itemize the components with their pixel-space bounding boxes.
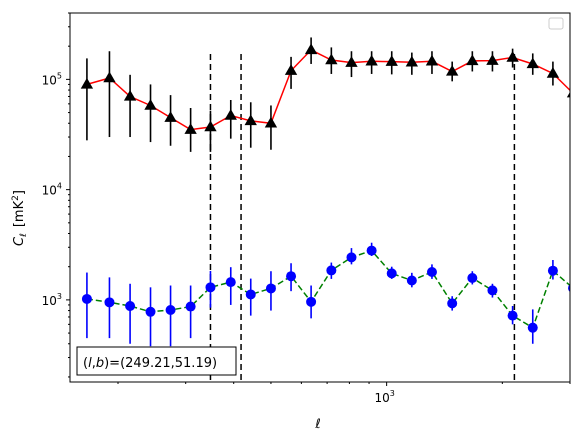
data-point (284, 64, 298, 75)
x-axis-label: ℓ (314, 417, 320, 432)
y-tick-label: 104 (42, 182, 62, 198)
data-point (164, 111, 177, 122)
data-point (487, 285, 498, 296)
data-point (264, 116, 278, 128)
data-point (466, 54, 479, 66)
data-point (527, 322, 538, 333)
data-point (80, 77, 94, 89)
data-point (547, 265, 558, 276)
annotation-text: (l,b)=(249.21,51.19) (83, 356, 217, 371)
data-point (304, 43, 318, 55)
data-point (144, 98, 157, 110)
data-point (326, 265, 337, 276)
data-point (386, 268, 397, 279)
data-point (467, 272, 478, 283)
data-point (224, 109, 237, 120)
data-point (103, 71, 116, 83)
plot-content (80, 37, 570, 382)
y-axis-label: Cℓ[mK2] (11, 190, 29, 246)
data-point (405, 55, 419, 67)
data-point (184, 123, 197, 134)
data-point (506, 50, 519, 62)
data-point (104, 297, 115, 308)
data-point (205, 282, 216, 293)
data-point (145, 306, 156, 317)
data-point (345, 56, 358, 67)
data-point (546, 67, 560, 78)
data-point (244, 114, 257, 126)
data-point (123, 89, 137, 101)
data-point (225, 277, 236, 288)
data-point (286, 271, 297, 282)
plot-frame (69, 12, 571, 383)
data-point (486, 54, 499, 65)
plot-area (80, 37, 570, 382)
series-1 (81, 242, 570, 347)
data-point (245, 289, 256, 300)
data-point (185, 301, 196, 312)
data-point (507, 310, 518, 321)
x-tick-label: 103 (374, 389, 394, 405)
data-point (306, 296, 317, 307)
data-point (265, 283, 276, 294)
data-point (346, 252, 357, 263)
legend-box (548, 17, 564, 30)
data-point (446, 64, 459, 76)
series-0 (80, 37, 570, 152)
data-point (165, 304, 176, 315)
annotation-box: (l,b)=(249.21,51.19) (76, 346, 237, 376)
data-point (365, 54, 378, 66)
data-point (125, 301, 136, 312)
series-line (86, 249, 570, 329)
axes: 103 104 105 103 (42, 12, 571, 405)
data-point (366, 245, 377, 256)
data-point (385, 55, 398, 66)
data-point (406, 275, 417, 286)
data-point (325, 53, 338, 65)
data-point (526, 57, 539, 69)
y-tick-label: 103 (42, 292, 62, 308)
data-point (447, 298, 458, 309)
data-point (426, 267, 437, 278)
y-tick-label: 105 (42, 71, 62, 87)
data-point (425, 54, 439, 66)
data-point (566, 91, 570, 98)
data-point (204, 120, 217, 132)
data-point (81, 293, 92, 304)
